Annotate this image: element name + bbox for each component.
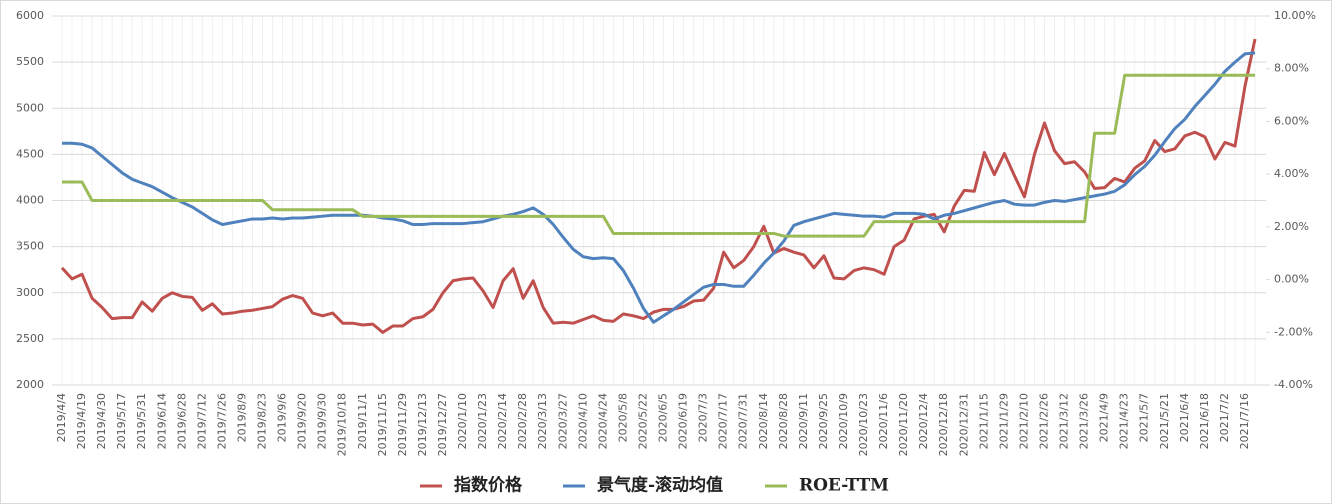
x-tick-label: 2020/12/4 (917, 393, 930, 449)
x-tick-label: 2021/1/29 (997, 393, 1010, 449)
y-tick-label: 5000 (16, 101, 44, 114)
series-line (62, 73, 1256, 238)
x-tick-label: 2020/9/11 (797, 393, 810, 449)
x-tick-label: 2020/2/28 (516, 393, 529, 449)
x-tick-label: 2021/5/21 (1158, 393, 1171, 449)
y2-tick-label: -2.00% (1274, 325, 1313, 338)
x-tick-label: 2020/8/14 (757, 393, 770, 449)
x-tick-label: 2019/4/30 (95, 393, 108, 449)
y-tick-label: 5500 (16, 55, 44, 68)
legend-label: 景气度-滚动均值 (597, 475, 723, 496)
y-tick-label: 2000 (16, 378, 44, 391)
x-tick-label: 2021/4/23 (1118, 393, 1131, 449)
x-tick-label: 2019/9/30 (316, 393, 329, 449)
x-tick-label: 2019/12/27 (436, 393, 449, 456)
x-tick-label: 2019/11/15 (376, 393, 389, 456)
x-tick-label: 2020/7/3 (697, 393, 710, 442)
y-tick-label: 3500 (16, 240, 44, 253)
y2-tick-label: 8.00% (1274, 62, 1309, 75)
x-tick-label: 2019/4/19 (75, 393, 88, 449)
x-tick-label: 2020/1/23 (476, 393, 489, 449)
y2-tick-label: 0.00% (1274, 273, 1309, 286)
y2-tick-label: -4.00% (1274, 378, 1313, 391)
y2-tick-label: 6.00% (1274, 114, 1309, 127)
x-tick-label: 2020/2/14 (496, 393, 509, 449)
x-tick-label: 2019/9/20 (296, 393, 309, 449)
x-tick-label: 2019/7/26 (215, 393, 228, 449)
x-tick-label: 2019/8/23 (256, 393, 269, 449)
x-tick-label: 2020/5/22 (636, 393, 649, 449)
x-tick-label: 2021/3/26 (1078, 393, 1091, 449)
x-tick-label: 2021/7/16 (1238, 393, 1251, 449)
legend-label: ROE-TTM (799, 476, 889, 496)
x-tick-label: 2020/7/31 (737, 393, 750, 449)
x-tick-label: 2020/5/8 (616, 393, 629, 442)
x-tick-label: 2021/2/26 (1037, 393, 1050, 449)
legend-label: 指数价格 (454, 475, 523, 496)
x-tick-label: 2020/3/27 (556, 393, 569, 449)
x-tick-label: 2019/10/18 (336, 393, 349, 456)
x-tick-label: 2019/11/1 (356, 393, 369, 449)
x-tick-label: 2019/5/17 (115, 393, 128, 449)
x-tick-label: 2020/6/19 (677, 393, 690, 449)
x-tick-label: 2020/12/18 (937, 393, 950, 456)
x-tick-label: 2019/5/31 (135, 393, 148, 449)
x-tick-label: 2020/10/23 (857, 393, 870, 456)
x-tick-label: 2021/5/7 (1138, 393, 1151, 442)
x-tick-label: 2019/12/13 (416, 393, 429, 456)
series-line (62, 51, 1256, 324)
y2-tick-label: 4.00% (1274, 167, 1309, 180)
x-tick-label: 2019/8/9 (235, 393, 248, 442)
x-tick-label: 2021/2/10 (1017, 393, 1030, 449)
x-tick-label: 2020/4/10 (576, 393, 589, 449)
y2-tick-label: 2.00% (1274, 220, 1309, 233)
x-tick-label: 2020/8/28 (777, 393, 790, 449)
x-tick-label: 2021/4/9 (1098, 393, 1111, 442)
x-tick-label: 2020/7/17 (717, 393, 730, 449)
x-tick-label: 2019/6/28 (175, 393, 188, 449)
x-tick-label: 2021/6/4 (1178, 393, 1191, 442)
x-tick-label: 2021/6/18 (1198, 393, 1211, 449)
y-tick-label: 2500 (16, 332, 44, 345)
series-line (60, 38, 1257, 334)
x-tick-label: 2021/3/12 (1058, 393, 1071, 449)
y2-tick-label: 10.00% (1274, 9, 1316, 22)
x-tick-label: 2021/7/2 (1218, 393, 1231, 442)
x-tick-label: 2020/12/31 (957, 393, 970, 456)
x-tick-label: 2021/1/15 (977, 393, 990, 449)
y-tick-label: 4500 (16, 147, 44, 160)
x-tick-label: 2020/11/20 (897, 393, 910, 456)
x-tick-label: 2019/6/14 (155, 393, 168, 449)
x-tick-label: 2019/7/12 (195, 393, 208, 449)
x-tick-label: 2020/11/6 (877, 393, 890, 449)
x-tick-label: 2020/3/13 (536, 393, 549, 449)
x-tick-label: 2020/1/10 (456, 393, 469, 449)
x-tick-label: 2019/11/29 (396, 393, 409, 456)
x-tick-label: 2019/9/6 (276, 393, 289, 442)
x-tick-label: 2019/4/4 (55, 393, 68, 442)
x-tick-label: 2020/10/9 (837, 393, 850, 449)
x-tick-label: 2020/9/25 (817, 393, 830, 449)
x-tick-label: 2020/4/24 (596, 393, 609, 449)
y-tick-label: 6000 (16, 9, 44, 22)
y-tick-label: 3000 (16, 286, 44, 299)
y-tick-label: 4000 (16, 194, 44, 207)
x-tick-label: 2020/6/5 (657, 393, 670, 442)
